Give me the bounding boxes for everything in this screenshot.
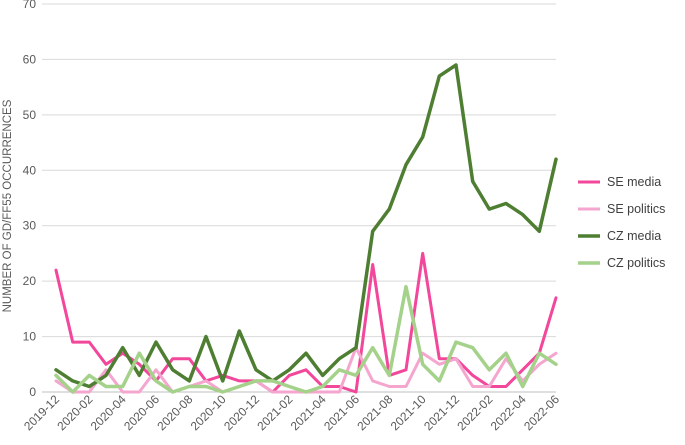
y-tick-label: 40 bbox=[23, 163, 37, 177]
legend-label-cz-politics: CZ politics bbox=[607, 256, 665, 270]
x-tick-label: 2020-08 bbox=[154, 392, 195, 433]
y-tick-label: 0 bbox=[29, 385, 36, 399]
x-tick-label: 2021-12 bbox=[421, 392, 462, 433]
series-lines bbox=[54, 63, 558, 394]
y-tick-label: 30 bbox=[23, 219, 37, 233]
x-tick-label: 2021-08 bbox=[354, 392, 395, 433]
x-tick-label: 2021-10 bbox=[388, 392, 429, 433]
y-tick-label: 50 bbox=[23, 108, 37, 122]
legend: SE media SE politics CZ media CZ politics bbox=[578, 175, 665, 270]
y-tick-label: 60 bbox=[23, 52, 37, 66]
x-tick-label: 2019-12 bbox=[21, 392, 62, 433]
series-line-se-media bbox=[54, 251, 558, 394]
x-tick-label: 2020-10 bbox=[188, 392, 229, 433]
legend-label-se-media: SE media bbox=[607, 175, 661, 189]
y-tick-label: 20 bbox=[23, 274, 37, 288]
y-axis-tick-labels: 0 10 20 30 40 50 60 70 bbox=[23, 0, 37, 399]
x-axis-tick-labels: 2019-122020-022020-042020-062020-082020-… bbox=[21, 392, 562, 433]
x-tick-label: 2020-04 bbox=[88, 392, 129, 433]
x-tick-label: 2021-06 bbox=[321, 392, 362, 433]
x-tick-label: 2022-06 bbox=[521, 392, 562, 433]
x-tick-label: 2020-12 bbox=[221, 392, 262, 433]
series-line-cz-politics bbox=[54, 284, 558, 394]
legend-label-cz-media: CZ media bbox=[607, 229, 661, 243]
series-line-cz-media bbox=[54, 63, 558, 389]
x-tick-label: 2021-04 bbox=[288, 392, 329, 433]
x-tick-label: 2021-02 bbox=[254, 392, 295, 433]
x-tick-label: 2022-04 bbox=[488, 392, 529, 433]
x-tick-label: 2022-02 bbox=[454, 392, 495, 433]
y-axis-title: NUMBER OF GD/FF55 OCCURRENCES bbox=[2, 99, 14, 312]
x-tick-label: 2020-02 bbox=[54, 392, 95, 433]
y-tick-label: 70 bbox=[23, 0, 37, 11]
legend-label-se-politics: SE politics bbox=[607, 202, 665, 216]
gridlines bbox=[42, 3, 556, 338]
x-tick-label: 2020-06 bbox=[121, 392, 162, 433]
y-tick-label: 10 bbox=[23, 330, 37, 344]
